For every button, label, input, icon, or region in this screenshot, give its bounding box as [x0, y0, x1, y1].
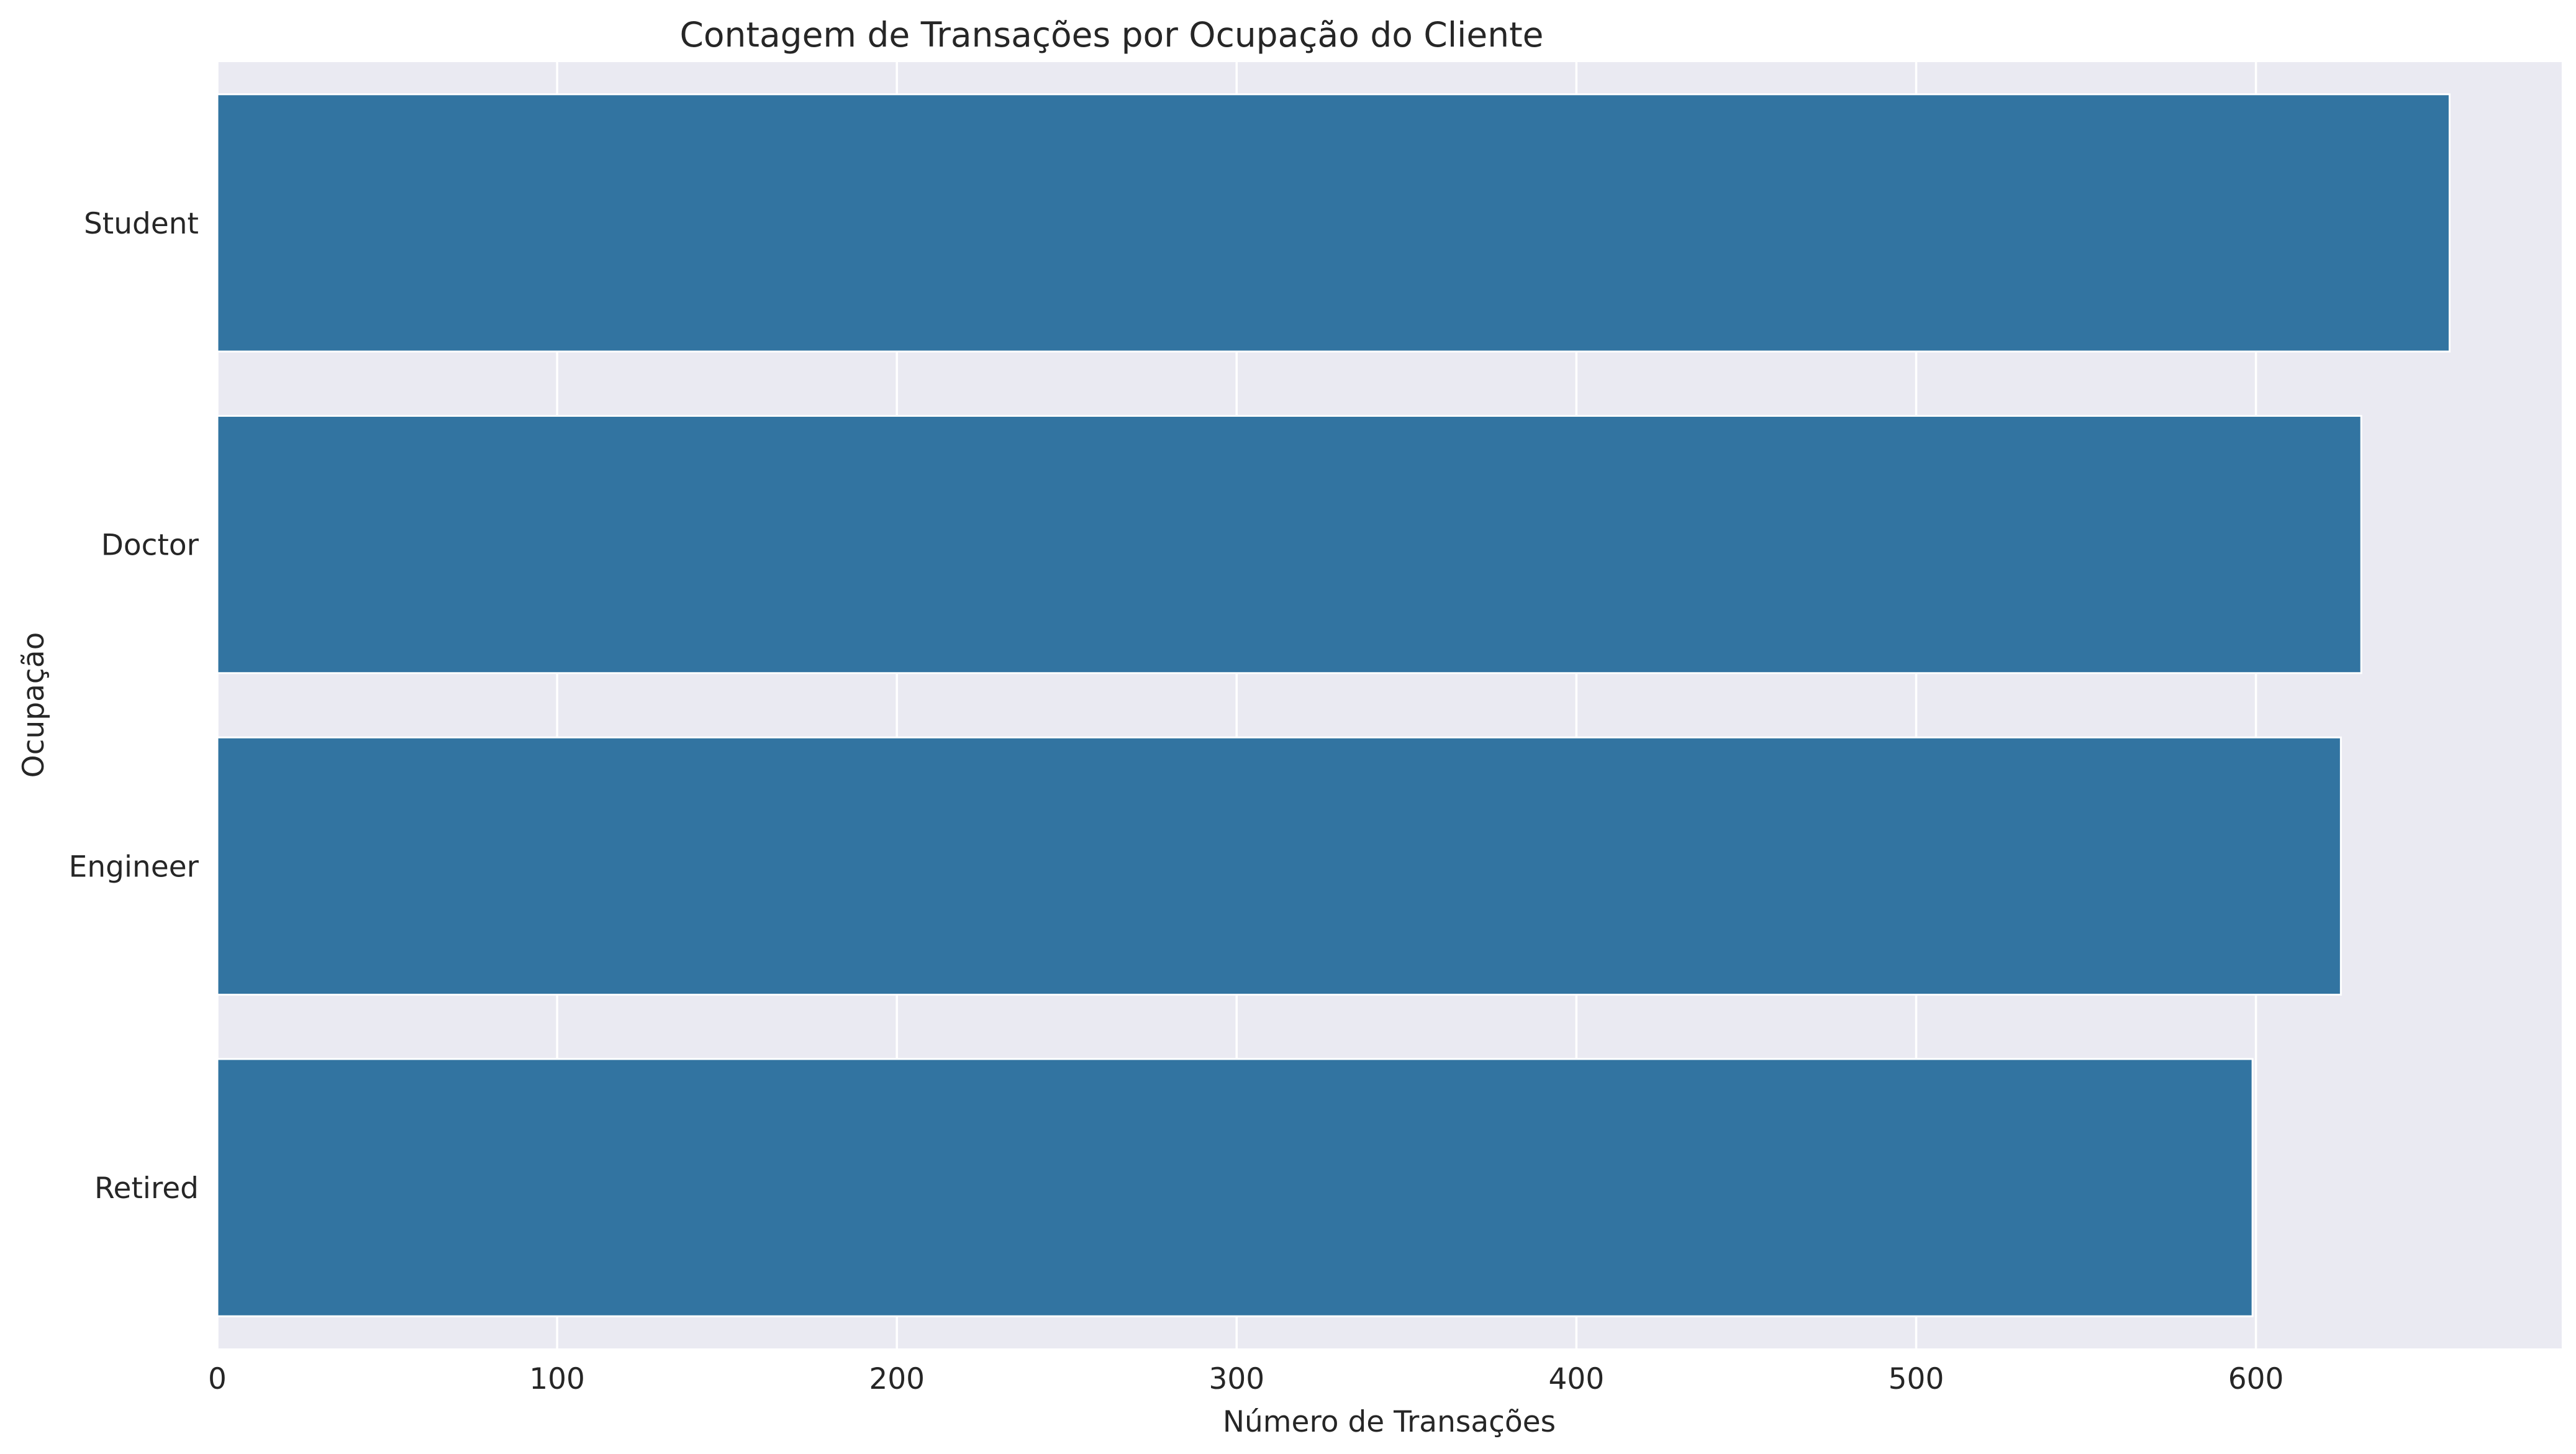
y-axis-label: Ocupação: [17, 632, 51, 778]
x-axis-label: Número de Transações: [1223, 1405, 1556, 1439]
y-tick-label: Retired: [94, 1171, 199, 1206]
x-tick-labels: 0 100 200 300 400 500 600: [208, 1362, 2283, 1396]
x-tick-label: 500: [1889, 1362, 1944, 1396]
bar-doctor: [216, 415, 2362, 675]
y-tick-label: Student: [84, 207, 199, 241]
bar-retired: [216, 1058, 2254, 1317]
bar-student: [216, 93, 2451, 353]
y-tick-labels: Student Doctor Engineer Retired: [69, 207, 199, 1206]
x-tick-label: 300: [1209, 1362, 1264, 1396]
y-tick-label: Doctor: [101, 529, 199, 563]
y-tick-label: Engineer: [69, 850, 199, 884]
x-tick-label: 600: [2228, 1362, 2284, 1396]
bar-engineer: [216, 736, 2342, 996]
x-tick-label: 400: [1549, 1362, 1605, 1396]
x-tick-label: 200: [869, 1362, 925, 1396]
x-tick-label: 0: [208, 1362, 227, 1396]
bars: [216, 93, 2451, 1317]
x-tick-label: 100: [529, 1362, 585, 1396]
chart-title: Contagem de Transações por Ocupação do C…: [680, 15, 1544, 55]
